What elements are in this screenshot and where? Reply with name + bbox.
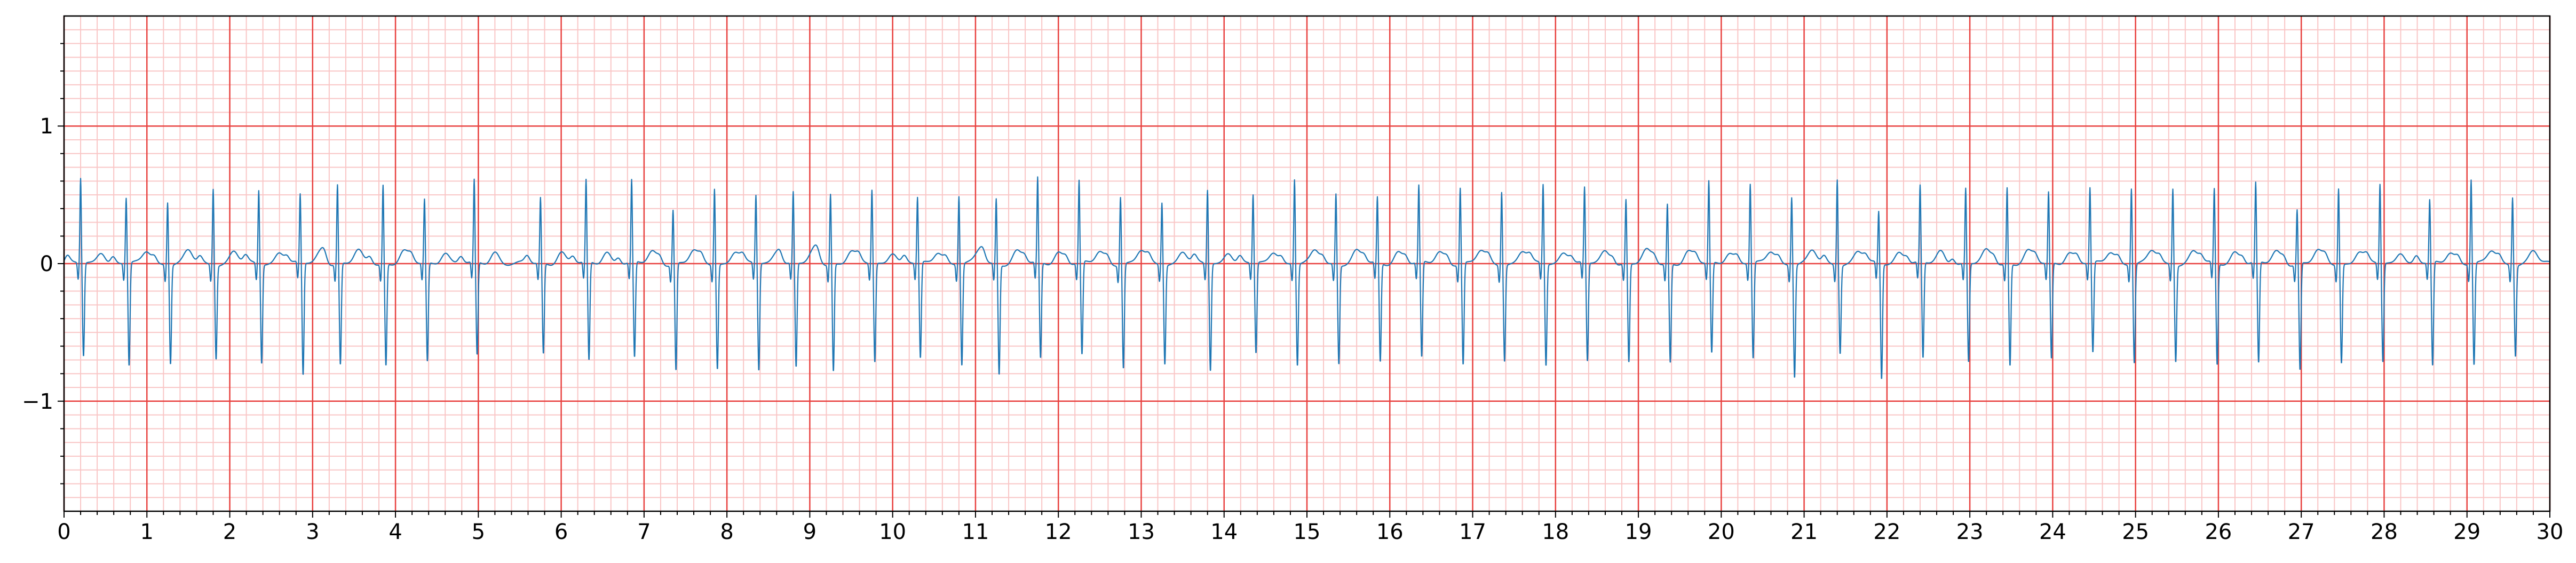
x-tick-label: 29	[2453, 520, 2480, 544]
x-tick-label: 26	[2205, 520, 2232, 544]
x-tick-label: 12	[1045, 520, 1072, 544]
x-tick-label: 14	[1210, 520, 1238, 544]
x-tick-label: 28	[2371, 520, 2398, 544]
x-tick-label: 1	[140, 520, 154, 544]
y-tick-label: −1	[22, 390, 53, 414]
x-axis: 0 1 2 3 4 5 6 7 8 9 10 11 12 13 14 15 16 17 18 19 20 21 22 23 24…	[57, 511, 2563, 544]
x-tick-label: 7	[637, 520, 651, 544]
y-tick-label: 0	[40, 252, 53, 276]
y-tick-label: 1	[40, 114, 53, 139]
x-tick-label: 23	[1956, 520, 1984, 544]
x-tick-label: 27	[2288, 520, 2315, 544]
x-tick-label: 15	[1294, 520, 1321, 544]
x-tick-label: 2	[223, 520, 236, 544]
x-tick-label: 3	[306, 520, 319, 544]
x-tick-label: 30	[2537, 520, 2564, 544]
x-tick-label: 9	[803, 520, 817, 544]
x-tick-label: 19	[1625, 520, 1652, 544]
x-tick-label: 8	[720, 520, 733, 544]
x-tick-label: 16	[1376, 520, 1404, 544]
x-tick-label: 4	[389, 520, 402, 544]
x-tick-label: 18	[1542, 520, 1569, 544]
y-axis: −1 0 1	[22, 43, 64, 485]
x-tick-label: 10	[879, 520, 906, 544]
x-tick-label: 0	[57, 520, 70, 544]
ecg-trace-group	[64, 176, 2550, 379]
x-tick-label: 5	[472, 520, 485, 544]
x-tick-label: 25	[2122, 520, 2149, 544]
x-tick-label: 6	[554, 520, 568, 544]
x-tick-label: 24	[2039, 520, 2066, 544]
x-tick-label: 11	[962, 520, 989, 544]
x-tick-label: 17	[1459, 520, 1486, 544]
x-tick-label: 20	[1708, 520, 1735, 544]
x-tick-label: 22	[1873, 520, 1900, 544]
x-tick-label: 13	[1128, 520, 1155, 544]
x-tick-label: 21	[1790, 520, 1818, 544]
ecg-trace	[64, 176, 2550, 379]
